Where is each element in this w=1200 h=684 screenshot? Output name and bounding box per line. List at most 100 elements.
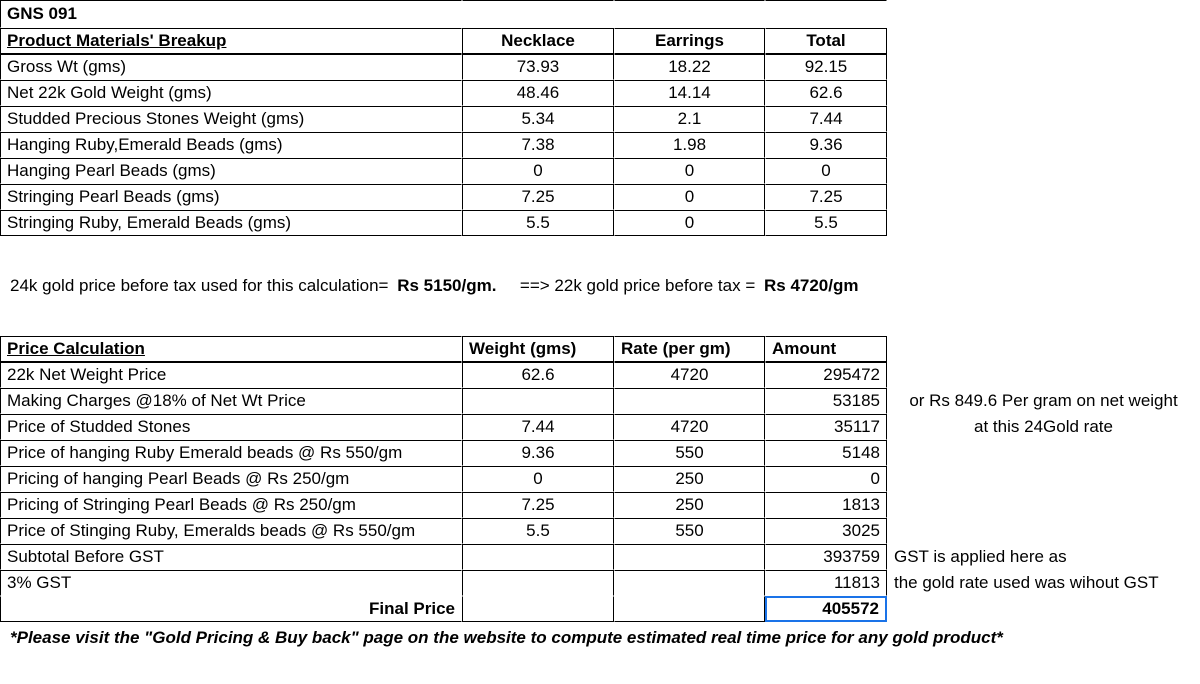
price-rate <box>614 388 765 414</box>
table-row: 22k Net Weight Price62.64720295472 <box>0 362 1200 388</box>
material-total: 92.15 <box>765 54 887 80</box>
price-weight <box>462 570 614 596</box>
table-row: Price of Studded Stones7.44472035117at t… <box>0 414 1200 440</box>
col-rate: Rate (per gm) <box>614 336 765 362</box>
price-rate: 250 <box>614 492 765 518</box>
table-row: Stringing Ruby, Emerald Beads (gms)5.505… <box>0 210 1200 236</box>
material-necklace: 7.38 <box>462 132 614 158</box>
material-total: 7.44 <box>765 106 887 132</box>
price-note <box>887 466 1200 492</box>
final-price-label: Final Price <box>0 596 462 622</box>
price-label: Making Charges @18% of Net Wt Price <box>0 388 462 414</box>
material-necklace: 7.25 <box>462 184 614 210</box>
material-earrings: 0 <box>614 158 765 184</box>
price-amount: 0 <box>765 466 887 492</box>
price-amount: 35117 <box>765 414 887 440</box>
material-label: Net 22k Gold Weight (gms) <box>0 80 462 106</box>
price-amount: 53185 <box>765 388 887 414</box>
price-amount: 11813 <box>765 570 887 596</box>
price-label: 3% GST <box>0 570 462 596</box>
price-note: GST is applied here as <box>887 544 1200 570</box>
price-label: 22k Net Weight Price <box>0 362 462 388</box>
price-label: Subtotal Before GST <box>0 544 462 570</box>
pricing-header: Price Calculation <box>0 336 462 362</box>
material-necklace: 5.34 <box>462 106 614 132</box>
material-earrings: 14.14 <box>614 80 765 106</box>
price-amount: 295472 <box>765 362 887 388</box>
material-total: 5.5 <box>765 210 887 236</box>
price-amount: 1813 <box>765 492 887 518</box>
price-note: at this 24Gold rate <box>887 414 1200 440</box>
price-weight: 0 <box>462 466 614 492</box>
price-weight: 7.44 <box>462 414 614 440</box>
price-rate: 250 <box>614 466 765 492</box>
price-amount: 5148 <box>765 440 887 466</box>
footer-note: *Please visit the "Gold Pricing & Buy ba… <box>0 622 1200 654</box>
price-weight: 62.6 <box>462 362 614 388</box>
material-label: Hanging Ruby,Emerald Beads (gms) <box>0 132 462 158</box>
col-necklace: Necklace <box>462 28 614 54</box>
table-row: 3% GST 11813the gold rate used was wihout… <box>0 570 1200 596</box>
price-rate: 550 <box>614 440 765 466</box>
price-note: the gold rate used was wihout GST <box>887 570 1200 596</box>
price-label: Pricing of Stringing Pearl Beads @ Rs 25… <box>0 492 462 518</box>
table-row: Gross Wt (gms)73.9318.2292.15 <box>0 54 1200 80</box>
price-label: Price of Stinging Ruby, Emeralds beads @… <box>0 518 462 544</box>
price-rate: 4720 <box>614 362 765 388</box>
material-label: Gross Wt (gms) <box>0 54 462 80</box>
material-total: 7.25 <box>765 184 887 210</box>
table-row: Stringing Pearl Beads (gms)7.2507.25 <box>0 184 1200 210</box>
material-necklace: 73.93 <box>462 54 614 80</box>
table-row: Price of Stinging Ruby, Emeralds beads @… <box>0 518 1200 544</box>
table-row: Subtotal Before GST 393759GST is applied … <box>0 544 1200 570</box>
price-label: Price of Studded Stones <box>0 414 462 440</box>
price-weight <box>462 544 614 570</box>
material-label: Hanging Pearl Beads (gms) <box>0 158 462 184</box>
table-row: Pricing of Stringing Pearl Beads @ Rs 25… <box>0 492 1200 518</box>
col-total: Total <box>765 28 887 54</box>
material-earrings: 0 <box>614 184 765 210</box>
price-label: Price of hanging Ruby Emerald beads @ Rs… <box>0 440 462 466</box>
price-note <box>887 440 1200 466</box>
price-weight: 7.25 <box>462 492 614 518</box>
table-row: Price of hanging Ruby Emerald beads @ Rs… <box>0 440 1200 466</box>
price-note <box>887 492 1200 518</box>
price-amount: 393759 <box>765 544 887 570</box>
material-label: Studded Precious Stones Weight (gms) <box>0 106 462 132</box>
price-weight <box>462 388 614 414</box>
price-weight: 9.36 <box>462 440 614 466</box>
table-row: Hanging Ruby,Emerald Beads (gms)7.381.98… <box>0 132 1200 158</box>
price-note <box>887 518 1200 544</box>
material-label: Stringing Pearl Beads (gms) <box>0 184 462 210</box>
material-necklace: 5.5 <box>462 210 614 236</box>
price-rate: 4720 <box>614 414 765 440</box>
table-row: Pricing of hanging Pearl Beads @ Rs 250/… <box>0 466 1200 492</box>
price-amount: 3025 <box>765 518 887 544</box>
price-note: or Rs 849.6 Per gram on net weight <box>887 388 1200 414</box>
table-row: Studded Precious Stones Weight (gms)5.34… <box>0 106 1200 132</box>
spreadsheet: GNS 091 Product Materials' Breakup Neckl… <box>0 0 1200 654</box>
material-total: 62.6 <box>765 80 887 106</box>
price-rate <box>614 570 765 596</box>
materials-header: Product Materials' Breakup <box>0 28 462 54</box>
material-earrings: 2.1 <box>614 106 765 132</box>
material-necklace: 0 <box>462 158 614 184</box>
material-total: 0 <box>765 158 887 184</box>
gold-price-note: 24k gold price before tax used for this … <box>0 270 1200 302</box>
material-label: Stringing Ruby, Emerald Beads (gms) <box>0 210 462 236</box>
product-code: GNS 091 <box>0 0 462 28</box>
material-earrings: 0 <box>614 210 765 236</box>
table-row: Making Charges @18% of Net Wt Price 53185… <box>0 388 1200 414</box>
col-amount: Amount <box>765 336 887 362</box>
material-earrings: 18.22 <box>614 54 765 80</box>
price-label: Pricing of hanging Pearl Beads @ Rs 250/… <box>0 466 462 492</box>
price-note <box>887 362 1200 388</box>
col-weight: Weight (gms) <box>462 336 614 362</box>
final-price-value[interactable]: 405572 <box>765 596 887 622</box>
price-weight: 5.5 <box>462 518 614 544</box>
col-earrings: Earrings <box>614 28 765 54</box>
price-rate <box>614 544 765 570</box>
material-necklace: 48.46 <box>462 80 614 106</box>
table-row: Hanging Pearl Beads (gms)000 <box>0 158 1200 184</box>
price-rate: 550 <box>614 518 765 544</box>
